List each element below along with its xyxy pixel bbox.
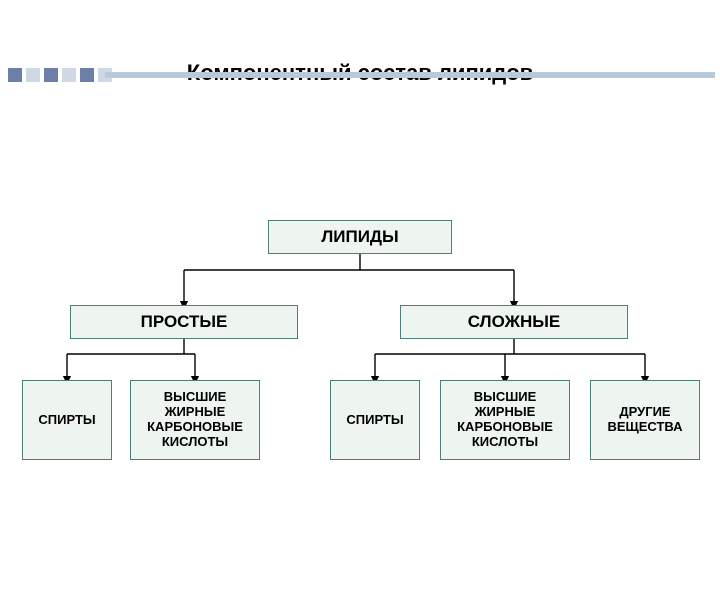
node-leaf5: ДРУГИЕ ВЕЩЕСТВА	[590, 380, 700, 460]
node-simple: ПРОСТЫЕ	[70, 305, 298, 339]
node-leaf3: СПИРТЫ	[330, 380, 420, 460]
deco-square	[80, 68, 94, 82]
node-complex: СЛОЖНЫЕ	[400, 305, 628, 339]
decoration-squares	[8, 68, 112, 82]
deco-square	[26, 68, 40, 82]
node-root: ЛИПИДЫ	[268, 220, 452, 254]
deco-square	[8, 68, 22, 82]
node-leaf2: ВЫСШИЕ ЖИРНЫЕ КАРБОНОВЫЕ КИСЛОТЫ	[130, 380, 260, 460]
node-leaf1: СПИРТЫ	[22, 380, 112, 460]
node-leaf4: ВЫСШИЕ ЖИРНЫЕ КАРБОНОВЫЕ КИСЛОТЫ	[440, 380, 570, 460]
deco-square	[62, 68, 76, 82]
deco-square	[44, 68, 58, 82]
decoration-bar	[105, 72, 715, 78]
